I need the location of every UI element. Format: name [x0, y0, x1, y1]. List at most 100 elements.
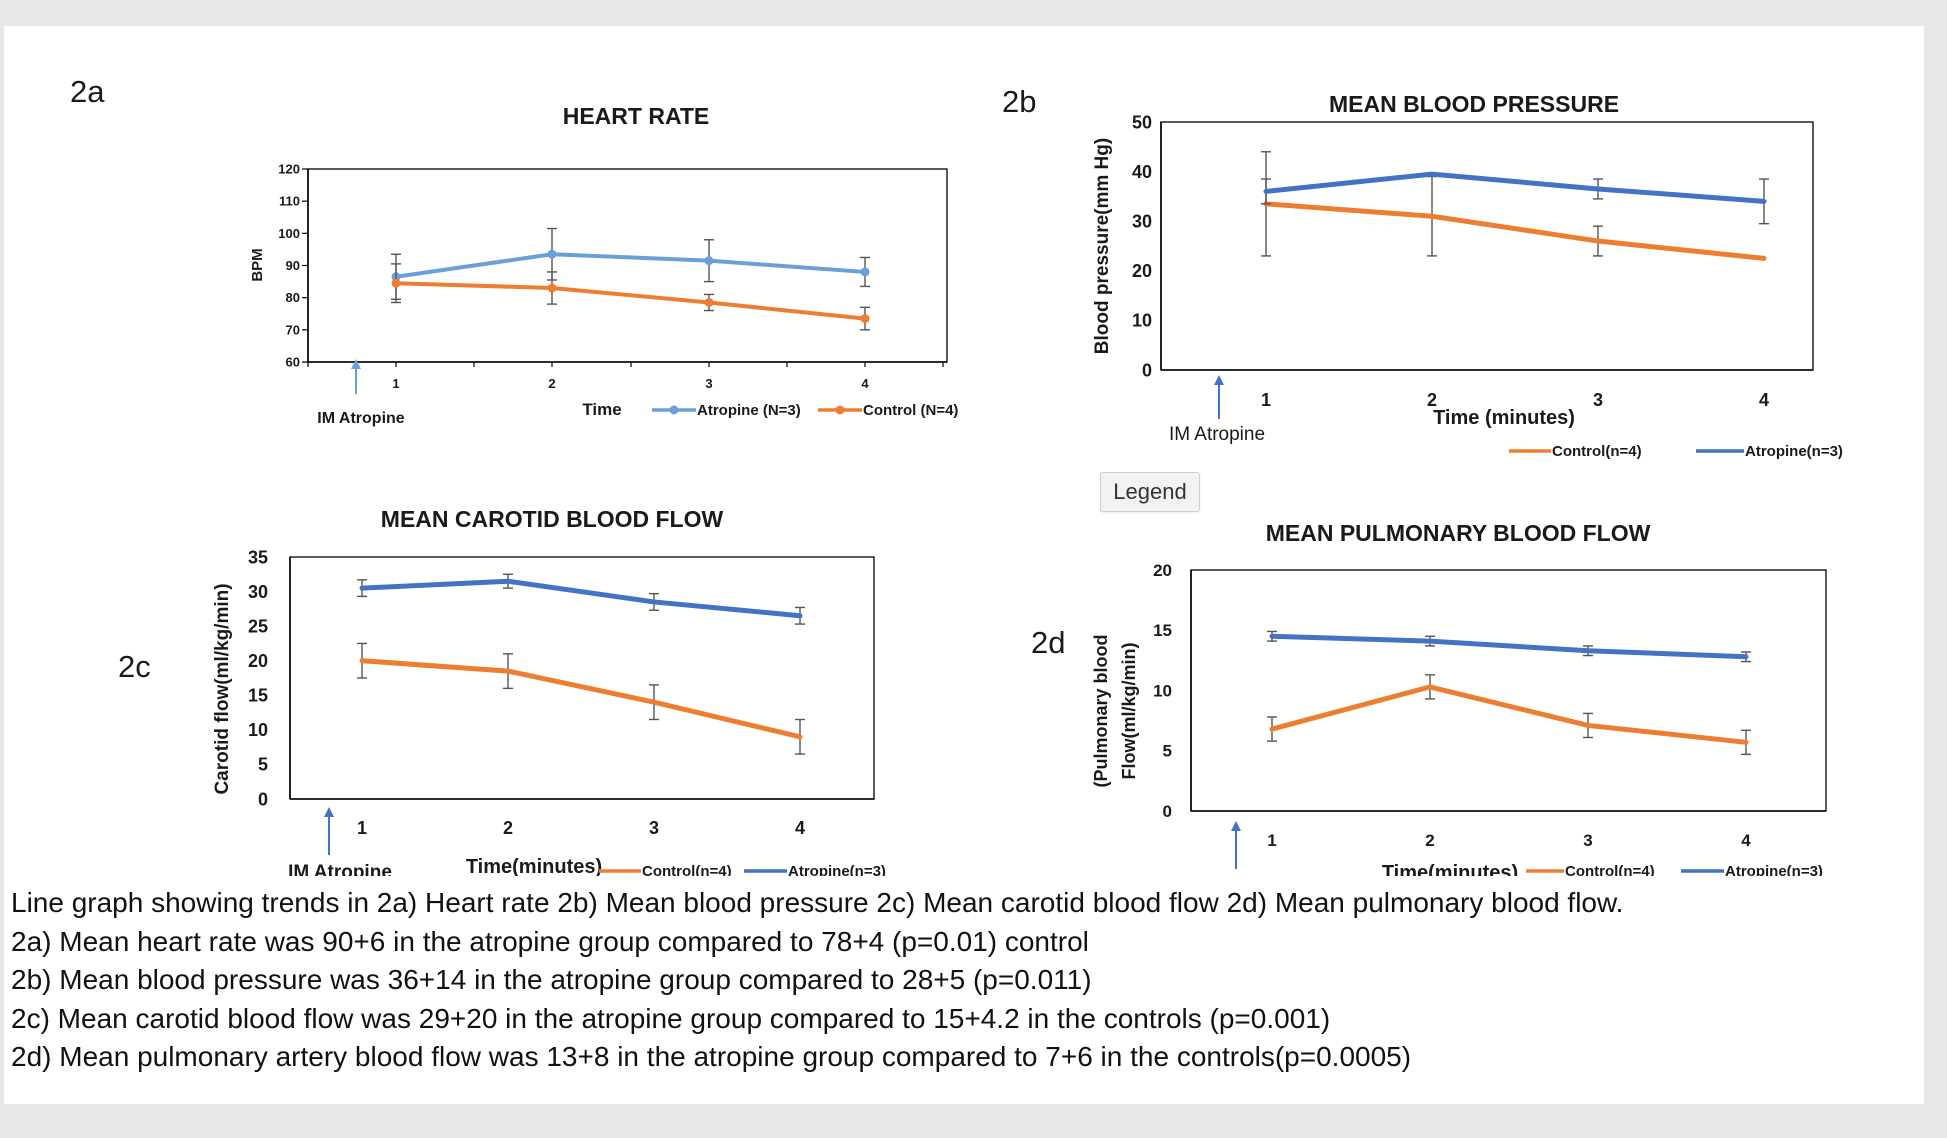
legend-label: Control (N=4) [863, 402, 958, 419]
plot-frame [307, 168, 948, 363]
annotation-label: IM Atropine [1169, 424, 1265, 445]
y-tick-label: 10 [1132, 311, 1152, 331]
x-tick-label: 3 [705, 376, 712, 391]
legend-button[interactable]: Legend [1100, 472, 1200, 512]
data-point [391, 278, 401, 288]
y-tick-label: 70 [286, 322, 300, 337]
panel-label-2c: 2c [118, 649, 151, 684]
x-tick-label: 2 [503, 818, 513, 838]
panel-label-2b: 2b [1002, 84, 1036, 119]
y-tick-label: 30 [248, 582, 268, 602]
legend-marker [669, 405, 679, 415]
y-tick-label: 40 [1132, 162, 1152, 182]
x-tick-label: 2 [1425, 831, 1434, 850]
legend-label: Atropine(n=3) [788, 863, 886, 876]
series-line [1269, 684, 1749, 745]
x-tick-label: 3 [649, 818, 659, 838]
y-axis-label: Blood pressure(mm Hg) [1092, 138, 1113, 354]
y-tick-label: 15 [1153, 621, 1172, 640]
x-tick-label: 1 [1267, 831, 1276, 850]
plot-frame [1190, 569, 1827, 812]
chart-title: MEAN CAROTID BLOOD FLOW [381, 506, 724, 532]
series-line [394, 281, 867, 321]
y-tick-label: 25 [248, 616, 268, 636]
legend-marker [835, 405, 845, 415]
series-line [1269, 633, 1749, 660]
chart-2b: 2b 0 10 20 30 40 50 1 2 3 4 MEAN BLOOD PRESSURE Bloo… [1002, 84, 1843, 460]
x-tick-label: 2 [548, 376, 555, 391]
x-tick-label: 1 [1261, 390, 1271, 410]
y-tick-label: 110 [279, 194, 300, 209]
series-line [359, 578, 803, 619]
x-tick-label: 1 [392, 376, 399, 391]
y-tick-label: 0 [1142, 360, 1152, 380]
figure-caption: Line graph showing trends in 2a) Heart r… [11, 884, 1901, 1077]
data-point [860, 267, 870, 277]
legend-label: Control(n=4) [1552, 443, 1642, 460]
chart-title: HEART RATE [563, 103, 710, 129]
caption-line-2c: 2c) Mean carotid blood flow was 29+20 in… [11, 1002, 1331, 1034]
y-tick-label: 60 [286, 355, 300, 370]
y-tick-label: 90 [286, 258, 300, 273]
chart-title: MEAN PULMONARY BLOOD FLOW [1266, 520, 1651, 546]
y-tick-label: 5 [1163, 742, 1172, 761]
x-axis-label: Time [582, 400, 621, 419]
x-tick-label: 4 [795, 818, 805, 838]
series-line [359, 658, 803, 740]
x-tick-label: 2 [1427, 390, 1437, 410]
y-tick-label: 120 [278, 162, 300, 177]
y-tick-label: 35 [248, 547, 268, 567]
annotation-label: IM Atropine [317, 410, 405, 427]
y-tick-label: 20 [1153, 561, 1172, 580]
y-tick-label: 50 [1132, 112, 1152, 132]
x-tick-label: 3 [1593, 390, 1603, 410]
y-tick-label: 0 [258, 789, 268, 809]
chart-title: MEAN BLOOD PRESSURE [1329, 91, 1619, 117]
data-point [547, 249, 557, 259]
series-line [1263, 171, 1767, 204]
y-tick-label: 80 [286, 290, 300, 305]
legend-label: Atropine(n=3) [1745, 443, 1843, 460]
y-tick-label: 10 [1153, 681, 1172, 700]
y-tick-label: 0 [1163, 802, 1172, 821]
y-axis-label: (Pulmonary blood [1091, 635, 1111, 788]
y-tick-label: 20 [1132, 261, 1152, 281]
x-tick-label: 4 [861, 376, 869, 391]
y-tick-label: 30 [1132, 212, 1152, 232]
legend-label: Control(n=4) [642, 863, 732, 876]
caption-line-2d: 2d) Mean pulmonary artery blood flow was… [11, 1041, 1412, 1072]
y-tick-label: 20 [248, 651, 268, 671]
figure-slide: 2a 60 70 80 90 100 110 120 1 2 3 4 HEART RATE BPM Time… [4, 26, 1924, 1104]
x-tick-label: 3 [1583, 831, 1592, 850]
series-line [394, 252, 867, 279]
y-tick-label: 100 [278, 226, 300, 241]
x-axis-label: Time (minutes) [1433, 407, 1575, 429]
data-point [547, 283, 557, 293]
annotation-arrow-head [324, 807, 334, 817]
y-tick-label: 5 [258, 755, 268, 775]
data-point [704, 297, 714, 307]
chart-2a: 2a 60 70 80 90 100 110 120 1 2 3 4 HEART RATE BPM Time… [70, 74, 958, 427]
data-point [860, 314, 870, 324]
y-axis-label: BPM [249, 248, 266, 281]
annotation-arrow-head [1214, 375, 1224, 385]
y-tick-label: 10 [248, 720, 268, 740]
legend-label: Atropine (N=3) [697, 402, 801, 419]
caption-line-2b: 2b) Mean blood pressure was 36+14 in the… [11, 964, 1092, 995]
series-line [1263, 201, 1767, 261]
panel-label-2d: 2d [1031, 625, 1065, 660]
annotation-arrow-head [351, 359, 361, 369]
chart-2d: 2d 0 5 10 15 20 1 2 3 4 MEAN PULMONARY BLOOD FLOW (… [1031, 520, 1827, 876]
annotation-arrow-head [1231, 821, 1241, 831]
caption-line-2a: 2a) Mean heart rate was 90+6 in the atro… [11, 925, 1089, 957]
x-tick-label: 1 [357, 818, 367, 838]
legend-label: Atropine(n=3) [1725, 863, 1823, 876]
chart-2c: 2c 0 5 10 15 20 25 30 35 1 2 3 4 MEAN CAROTID BLOOD F… [118, 506, 886, 876]
legend-label: Control(n=4) [1565, 863, 1655, 876]
x-tick-label: 4 [1741, 831, 1751, 850]
y-axis-label: Flow(ml/kg/min) [1119, 642, 1139, 779]
caption-line-intro: Line graph showing trends in 2a) Heart r… [11, 887, 1624, 918]
data-point [704, 256, 714, 266]
panel-label-2a: 2a [70, 74, 105, 109]
